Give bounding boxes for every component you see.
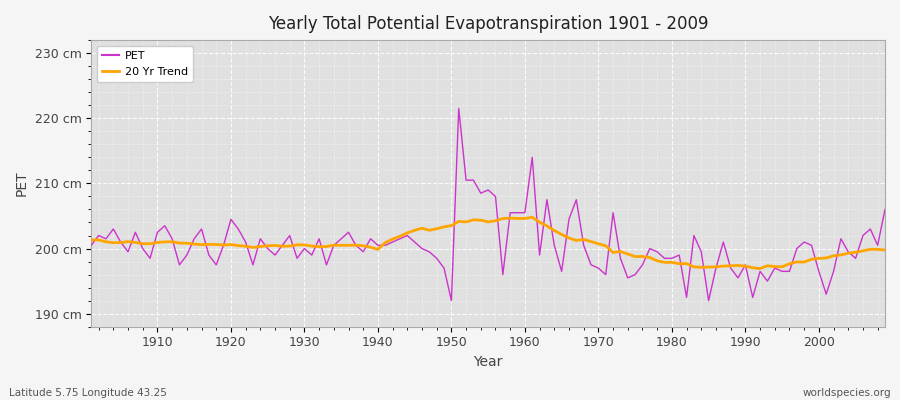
Legend: PET, 20 Yr Trend: PET, 20 Yr Trend bbox=[97, 46, 194, 82]
Text: worldspecies.org: worldspecies.org bbox=[803, 388, 891, 398]
Y-axis label: PET: PET bbox=[15, 171, 29, 196]
Title: Yearly Total Potential Evapotranspiration 1901 - 2009: Yearly Total Potential Evapotranspiratio… bbox=[268, 15, 708, 33]
Text: Latitude 5.75 Longitude 43.25: Latitude 5.75 Longitude 43.25 bbox=[9, 388, 166, 398]
X-axis label: Year: Year bbox=[473, 355, 503, 369]
